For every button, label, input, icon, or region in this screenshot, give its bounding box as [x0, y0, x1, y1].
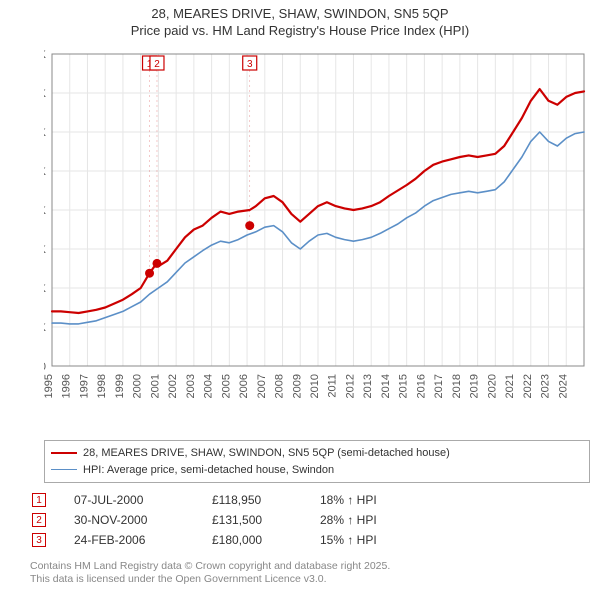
- svg-text:2010: 2010: [309, 374, 321, 398]
- marker-pct: 18% ↑ HPI: [320, 493, 430, 507]
- svg-text:2023: 2023: [540, 374, 552, 398]
- svg-text:£200K: £200K: [44, 205, 47, 217]
- svg-text:£0: £0: [44, 361, 46, 373]
- svg-text:2002: 2002: [167, 374, 179, 398]
- marker-row: 3 24-FEB-2006 £180,000 15% ↑ HPI: [30, 530, 590, 550]
- marker-pct: 28% ↑ HPI: [320, 513, 430, 527]
- svg-text:2015: 2015: [398, 374, 410, 398]
- svg-text:2009: 2009: [291, 374, 303, 398]
- svg-text:2004: 2004: [203, 374, 215, 398]
- svg-text:2011: 2011: [327, 374, 339, 398]
- svg-text:2020: 2020: [486, 374, 498, 398]
- marker-date: 30-NOV-2000: [74, 513, 184, 527]
- svg-text:2024: 2024: [557, 374, 569, 398]
- legend-label: HPI: Average price, semi-detached house,…: [83, 462, 334, 479]
- marker-price: £180,000: [212, 533, 292, 547]
- title-line-2: Price paid vs. HM Land Registry's House …: [0, 23, 600, 40]
- svg-text:2003: 2003: [185, 374, 197, 398]
- marker-row: 2 30-NOV-2000 £131,500 28% ↑ HPI: [30, 510, 590, 530]
- svg-text:£250K: £250K: [44, 166, 47, 178]
- svg-text:2013: 2013: [362, 374, 374, 398]
- marker-number-box: 2: [32, 513, 46, 527]
- footer: Contains HM Land Registry data © Crown c…: [30, 560, 390, 586]
- marker-price: £118,950: [212, 493, 292, 507]
- svg-text:£350K: £350K: [44, 88, 47, 100]
- svg-text:2017: 2017: [433, 374, 445, 398]
- svg-text:2016: 2016: [415, 374, 427, 398]
- svg-text:2001: 2001: [149, 374, 161, 398]
- svg-text:1995: 1995: [44, 374, 55, 398]
- legend: 28, MEARES DRIVE, SHAW, SWINDON, SN5 5QP…: [44, 440, 590, 483]
- chart-container: 28, MEARES DRIVE, SHAW, SWINDON, SN5 5QP…: [0, 0, 600, 590]
- legend-swatch: [51, 452, 77, 454]
- title-line-1: 28, MEARES DRIVE, SHAW, SWINDON, SN5 5QP: [0, 6, 600, 23]
- svg-text:3: 3: [247, 59, 253, 70]
- line-chart-svg: £0 £50K £100K £150K £200K £250K £300K £350K £400…: [44, 48, 590, 408]
- svg-text:£150K: £150K: [44, 244, 47, 256]
- legend-row: 28, MEARES DRIVE, SHAW, SWINDON, SN5 5QP…: [51, 445, 583, 462]
- footer-line-1: Contains HM Land Registry data © Crown c…: [30, 560, 390, 573]
- svg-text:2000: 2000: [132, 374, 144, 398]
- svg-text:2008: 2008: [274, 374, 286, 398]
- svg-text:1998: 1998: [96, 374, 108, 398]
- svg-text:1997: 1997: [78, 374, 90, 398]
- footer-line-2: This data is licensed under the Open Gov…: [30, 573, 390, 586]
- svg-text:£50K: £50K: [44, 322, 47, 334]
- svg-text:2012: 2012: [344, 374, 356, 398]
- marker-date: 07-JUL-2000: [74, 493, 184, 507]
- svg-text:2: 2: [154, 59, 160, 70]
- marker-date: 24-FEB-2006: [74, 533, 184, 547]
- chart-area: £0 £50K £100K £150K £200K £250K £300K £350K £400…: [44, 48, 590, 408]
- svg-text:£100K: £100K: [44, 283, 47, 295]
- svg-text:2022: 2022: [522, 374, 534, 398]
- svg-text:2005: 2005: [220, 374, 232, 398]
- marker-number-box: 3: [32, 533, 46, 547]
- svg-text:2018: 2018: [451, 374, 463, 398]
- legend-label: 28, MEARES DRIVE, SHAW, SWINDON, SN5 5QP…: [83, 445, 450, 462]
- marker-table: 1 07-JUL-2000 £118,950 18% ↑ HPI 2 30-NOV-200…: [30, 490, 590, 550]
- svg-text:2007: 2007: [256, 374, 268, 398]
- title-block: 28, MEARES DRIVE, SHAW, SWINDON, SN5 5QP…: [0, 0, 600, 40]
- marker-pct: 15% ↑ HPI: [320, 533, 430, 547]
- legend-row: HPI: Average price, semi-detached house,…: [51, 462, 583, 479]
- marker-price: £131,500: [212, 513, 292, 527]
- legend-swatch: [51, 469, 77, 470]
- svg-text:2014: 2014: [380, 374, 392, 398]
- svg-text:2021: 2021: [504, 374, 516, 398]
- svg-text:1996: 1996: [61, 374, 73, 398]
- marker-number-box: 1: [32, 493, 46, 507]
- svg-text:2006: 2006: [238, 374, 250, 398]
- svg-text:2019: 2019: [469, 374, 481, 398]
- marker-row: 1 07-JUL-2000 £118,950 18% ↑ HPI: [30, 490, 590, 510]
- svg-text:£300K: £300K: [44, 127, 47, 139]
- svg-text:£400K: £400K: [44, 49, 47, 61]
- svg-text:1999: 1999: [114, 374, 126, 398]
